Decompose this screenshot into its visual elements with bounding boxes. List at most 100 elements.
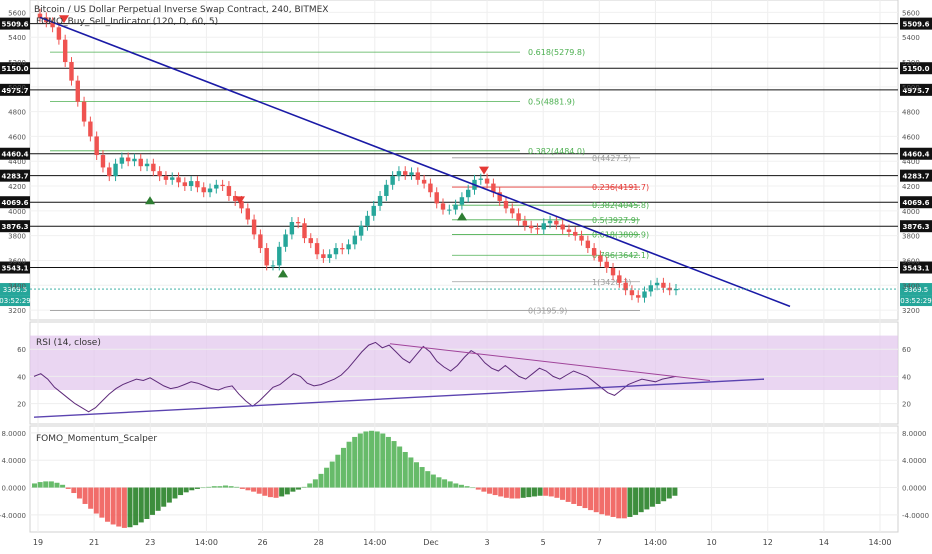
current-price-bg-left xyxy=(0,283,30,296)
candle-body xyxy=(251,219,257,235)
price-tick-left: 5000 xyxy=(8,84,26,92)
candle-body xyxy=(327,254,332,258)
candle-body xyxy=(415,172,421,180)
x-tick-label: 28 xyxy=(314,538,324,547)
momentum-bar xyxy=(672,487,678,496)
candle-body xyxy=(138,158,143,167)
momentum-bar xyxy=(88,487,94,509)
momentum-bar xyxy=(571,487,577,504)
candle-body xyxy=(81,101,87,122)
momentum-bar xyxy=(82,487,88,504)
momentum-bar xyxy=(447,481,453,488)
rsi-tick-left: 40 xyxy=(17,373,26,381)
momentum-bar xyxy=(76,487,82,499)
price-label-bg-left xyxy=(0,261,30,274)
price-label-bg-left xyxy=(0,220,30,233)
momentum-bar xyxy=(127,487,133,528)
buy-signal-arrow xyxy=(457,212,467,221)
price-label-bg-left xyxy=(0,147,30,160)
x-tick-label: 14:00 xyxy=(868,538,891,547)
candle-body xyxy=(308,238,313,244)
candle-body xyxy=(88,121,93,137)
candle-body xyxy=(314,243,320,255)
momentum-bar xyxy=(464,486,470,488)
candle-body xyxy=(321,254,326,258)
momentum-bar xyxy=(262,487,268,496)
candle-body xyxy=(50,22,55,28)
momentum-bar xyxy=(661,487,667,502)
candle-body xyxy=(94,136,99,156)
candle-body xyxy=(654,282,660,286)
momentum-bar xyxy=(425,471,431,488)
price-tick-right: 5400 xyxy=(902,34,920,42)
momentum-bar xyxy=(273,487,279,498)
momentum-tick-right: -4.0000 xyxy=(902,512,929,520)
candle-body xyxy=(547,220,553,224)
rsi-band xyxy=(30,335,898,390)
momentum-bar xyxy=(526,487,532,498)
momentum-bar xyxy=(498,487,504,497)
price-label-bg-right xyxy=(900,147,932,160)
candle-body xyxy=(233,195,238,201)
momentum-bar xyxy=(93,487,99,514)
momentum-bar xyxy=(228,486,234,488)
candle-body xyxy=(573,231,578,236)
candle-body xyxy=(333,248,339,255)
candle-body xyxy=(163,176,169,180)
momentum-bar xyxy=(458,484,464,488)
fib-label-right: 0.236(4191.7) xyxy=(592,183,649,192)
momentum-bar xyxy=(616,487,622,519)
momentum-bar xyxy=(560,487,566,500)
fib-label-right: 0.786(3642.1) xyxy=(592,251,649,260)
candle-body xyxy=(264,248,269,266)
price-label-right: 4069.6 xyxy=(902,199,929,207)
momentum-bar xyxy=(413,462,419,488)
overlays: 3369.5 03:52:29 3369.5 03:52:29 xyxy=(0,15,932,308)
candle-body xyxy=(214,184,219,189)
candle-body xyxy=(510,208,515,214)
candle-body xyxy=(132,158,137,162)
price-label-right: 3543.1 xyxy=(902,265,929,273)
candle-body xyxy=(239,200,244,209)
candle-body xyxy=(283,234,288,247)
x-tick-label: 3 xyxy=(485,538,490,547)
momentum-bar xyxy=(183,487,189,493)
momentum-pane-frame xyxy=(29,425,899,533)
candle-body xyxy=(642,291,647,298)
candle-body xyxy=(157,171,162,177)
candle-body xyxy=(497,192,502,201)
candle-body xyxy=(465,189,471,198)
price-tick-right: 4800 xyxy=(902,109,920,117)
momentum-bar xyxy=(318,473,324,488)
price-label-right: 3876.3 xyxy=(902,223,929,231)
candle-body xyxy=(37,13,43,18)
candle-body xyxy=(598,255,603,262)
candle-body xyxy=(673,288,679,291)
momentum-tick-left: 0.0000 xyxy=(2,485,27,493)
momentum-bar xyxy=(475,487,481,490)
momentum-bar xyxy=(453,483,459,488)
current-price-left: 3369.5 xyxy=(3,286,28,294)
candle-body xyxy=(566,229,572,232)
candle-body xyxy=(585,240,591,249)
price-label-bg-left xyxy=(0,17,30,30)
momentum-bar xyxy=(155,487,161,511)
momentum-bar xyxy=(391,441,397,488)
candle-body xyxy=(390,176,395,185)
candle-body xyxy=(579,235,584,241)
candle-body xyxy=(201,187,206,193)
momentum-bar xyxy=(284,487,290,495)
fib-label-right: 0(4427.5) xyxy=(592,154,631,163)
countdown-bg-left xyxy=(0,295,30,307)
momentum-bar xyxy=(161,487,167,507)
price-label-left: 3543.1 xyxy=(1,265,28,273)
momentum-bar xyxy=(307,483,313,488)
momentum-bar xyxy=(43,481,49,488)
momentum-tick-left: 8.0000 xyxy=(2,430,27,438)
fib-label-right: 0.382(4045.8) xyxy=(592,201,649,210)
fib-label-left: 0.618(5279.8) xyxy=(528,48,585,57)
candle-body xyxy=(522,220,528,226)
x-tick-label: 12 xyxy=(763,538,773,547)
countdown-left: 03:52:29 xyxy=(0,297,31,305)
